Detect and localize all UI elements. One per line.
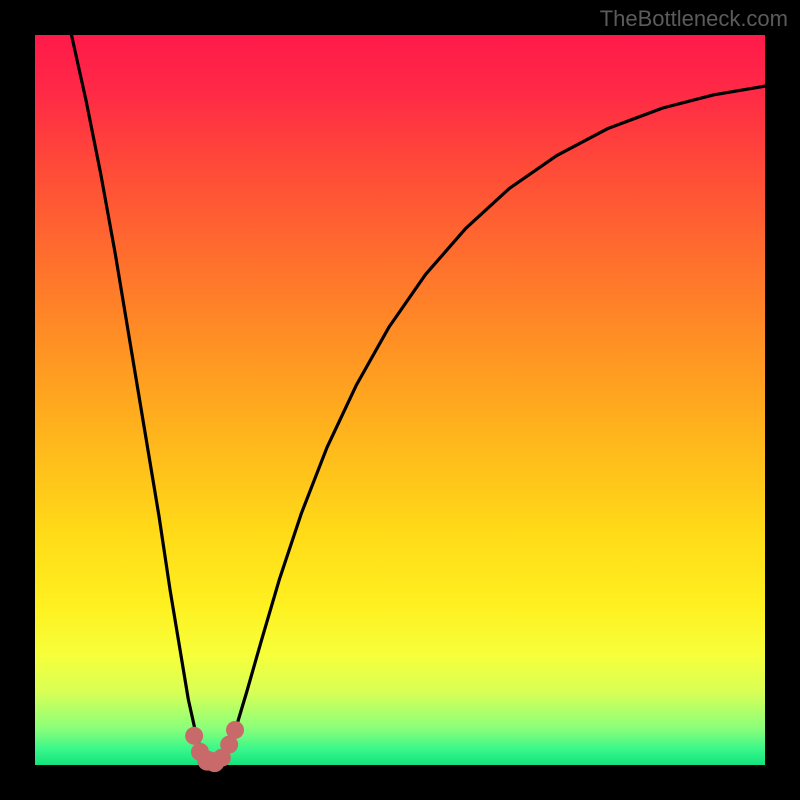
u-marker	[226, 721, 244, 739]
plot-svg	[0, 0, 800, 800]
plot-background	[35, 35, 765, 765]
chart-container: TheBottleneck.com	[0, 0, 800, 800]
source-watermark: TheBottleneck.com	[600, 6, 788, 32]
u-marker	[185, 727, 203, 745]
